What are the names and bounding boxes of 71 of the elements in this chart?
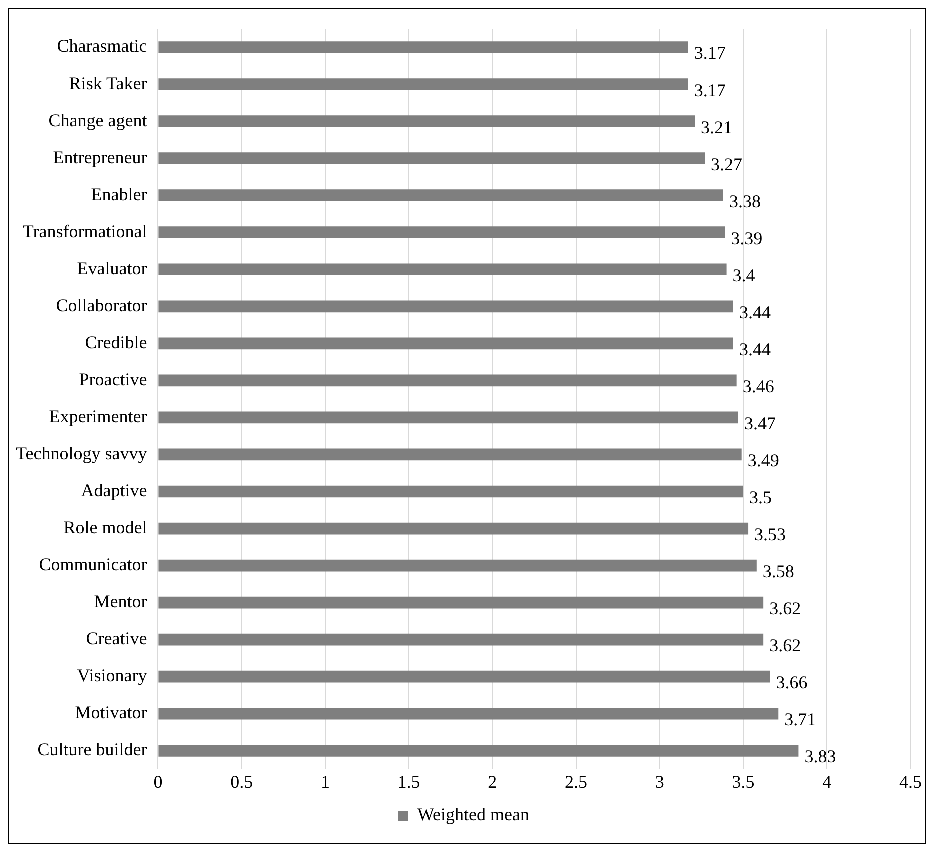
y-tick-label: Risk Taker — [69, 73, 148, 94]
data-label: 3.47 — [744, 413, 776, 434]
y-tick-label: Role model — [64, 518, 148, 538]
bar — [158, 78, 688, 90]
y-tick-label: Adaptive — [81, 480, 148, 500]
y-tick-label: Charasmatic — [57, 36, 148, 56]
data-label: 3.71 — [784, 710, 816, 730]
data-label: 3.27 — [711, 154, 743, 174]
bar — [158, 560, 757, 572]
data-label: 3.62 — [770, 598, 802, 619]
bar — [158, 448, 742, 461]
bar — [158, 374, 737, 387]
data-label: 3.39 — [731, 228, 763, 248]
bar — [158, 42, 688, 54]
x-tick-label: 1 — [320, 772, 330, 792]
x-tick-label: 0 — [154, 772, 163, 792]
bar — [158, 634, 764, 646]
data-label: 3.44 — [739, 339, 771, 360]
data-label: 3.66 — [776, 672, 808, 693]
x-tick-label: 1.5 — [398, 772, 420, 792]
bar — [158, 300, 734, 313]
y-tick-label: Proactive — [79, 369, 148, 390]
x-tick-label: 2 — [488, 772, 498, 792]
x-tick-label: 3.5 — [732, 772, 755, 792]
legend-label: Weighted mean — [417, 804, 530, 825]
bar — [158, 522, 749, 535]
bar — [158, 264, 727, 276]
bar — [158, 152, 706, 164]
y-tick-label: Evaluator — [77, 258, 148, 278]
data-label: 3.53 — [754, 524, 786, 545]
x-tick-label: 4 — [822, 772, 832, 792]
bar — [158, 190, 724, 202]
y-tick-label: Entrepreneur — [53, 147, 148, 168]
data-label: 3.5 — [750, 487, 772, 508]
y-tick-label: Culture builder — [38, 740, 148, 760]
data-label: 3.83 — [804, 746, 836, 767]
data-label: 3.46 — [742, 376, 774, 396]
y-tick-label: Enabler — [91, 184, 148, 204]
y-tick-label: Technology savvy — [16, 443, 148, 464]
data-label: 3.38 — [729, 191, 761, 212]
bar — [158, 486, 744, 498]
y-tick-label: Collaborator — [56, 295, 148, 316]
y-tick-label: Credible — [85, 332, 148, 352]
data-label: 3.58 — [762, 562, 794, 582]
y-tick-label: Transformational — [22, 221, 148, 242]
y-tick-label: Creative — [86, 628, 148, 649]
y-tick-label: Mentor — [94, 592, 148, 612]
y-tick-label: Experimenter — [49, 406, 148, 426]
data-label: 3.21 — [701, 117, 733, 138]
bar — [158, 116, 696, 128]
bar — [158, 338, 734, 350]
data-label: 3.17 — [694, 80, 726, 100]
y-tick-label: Communicator — [39, 554, 148, 575]
data-label: 3.62 — [770, 636, 802, 656]
data-label: 3.17 — [694, 43, 726, 64]
y-tick-label: Visionary — [77, 666, 148, 686]
bar — [158, 412, 739, 424]
data-label: 3.49 — [748, 450, 780, 470]
data-label: 3.4 — [732, 265, 756, 286]
bar — [158, 708, 779, 720]
bar — [158, 744, 799, 757]
y-tick-label: Motivator — [75, 702, 148, 723]
bar — [158, 226, 726, 239]
y-tick-label: Change agent — [48, 110, 148, 130]
x-tick-label: 2.5 — [565, 772, 588, 792]
data-label: 3.44 — [739, 302, 771, 322]
bar — [158, 670, 770, 683]
x-tick-label: 4.5 — [900, 772, 922, 792]
bar — [158, 596, 764, 609]
x-tick-label: 0.5 — [230, 772, 254, 792]
x-tick-label: 3 — [655, 772, 664, 792]
